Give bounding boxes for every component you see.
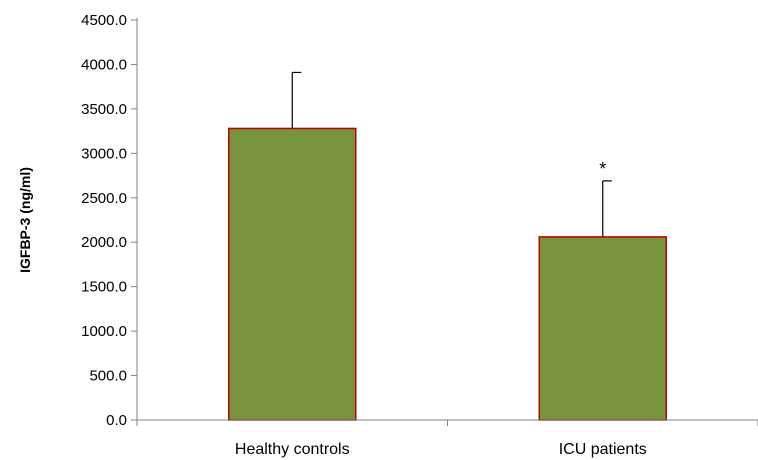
y-tick-label: 1000.0 [81,323,127,340]
x-axis-labels: Healthy controls ICU patients [235,441,647,458]
y-axis-ticks: 0.0 500.0 1000.0 1500.0 2000.0 2500.0 3000.0 35… [81,12,137,429]
significance-marker: * [599,159,606,179]
bar [538,236,667,421]
x-tick-label: Healthy controls [235,441,350,458]
y-tick-label: 4500.0 [81,12,127,29]
y-tick-label: 4000.0 [81,56,127,73]
y-tick-label: 1500.0 [81,279,127,296]
axes [136,18,758,426]
y-axis-title: IGFBP-3 (ng/ml) [17,167,33,273]
bar [228,127,357,421]
y-tick-label: 3000.0 [81,145,127,162]
y-tick-label: 2000.0 [81,234,127,251]
annotations: * [599,159,606,179]
y-tick-label: 0.0 [106,412,127,429]
y-tick-label: 2500.0 [81,190,127,207]
y-tick-label: 500.0 [89,368,127,385]
error-bars [291,71,612,237]
x-tick-label: ICU patients [559,441,647,458]
y-tick-label: 3500.0 [81,101,127,118]
